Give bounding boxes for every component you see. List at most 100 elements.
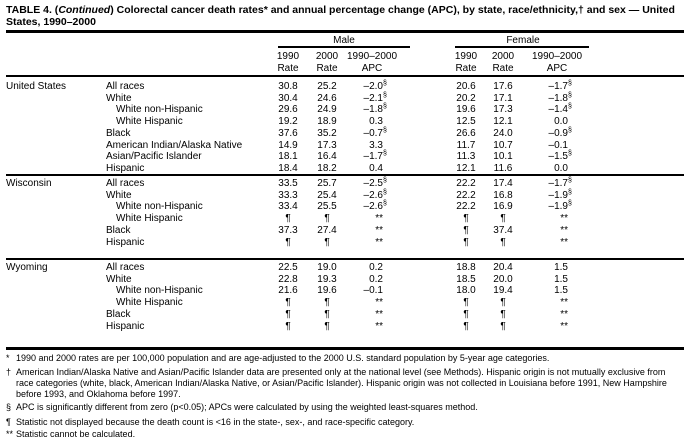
apc-value: 1.5 — [554, 285, 568, 296]
race-label: Hispanic — [106, 321, 145, 332]
race-label: White Hispanic — [116, 213, 183, 224]
apc-value: ** — [560, 297, 568, 308]
column-header-year: 1990 — [454, 51, 478, 62]
female-1990-rate: ¶ — [463, 225, 469, 236]
apc-value: 0.0 — [554, 116, 568, 127]
title-continued: Continued — [58, 4, 111, 16]
state-name: Wisconsin — [6, 178, 52, 189]
state-name: Wyoming — [6, 262, 48, 273]
female-1990-rate: 20.2 — [456, 93, 476, 104]
column-header-year: 2000 — [491, 51, 515, 62]
race-label: All races — [106, 81, 145, 92]
male-2000-rate: 27.4 — [317, 225, 337, 236]
male-1990-rate: 18.4 — [278, 163, 298, 174]
female-2000-rate: 19.4 — [493, 285, 513, 296]
female-2000-rate: 17.4 — [493, 178, 513, 189]
table-title: TABLE 4. (Continued) Colorectal cancer d… — [6, 4, 686, 28]
female-1990-rate: ¶ — [463, 213, 469, 224]
state-name: United States — [6, 81, 67, 92]
footnote: ¶ Statistic not displayed because the dea… — [6, 417, 682, 428]
column-header-year: 1990–2000 — [531, 51, 583, 62]
column-header-unit: APC — [546, 63, 568, 74]
column-header-year: 1990 — [276, 51, 300, 62]
female-1990-rate: 18.0 — [456, 285, 476, 296]
apc-value: –2.1 — [363, 93, 383, 104]
column-header-year: 2000 — [315, 51, 339, 62]
male-1990-rate: 21.6 — [278, 285, 298, 296]
title-text: ) Colorectal cancer death rates* and ann… — [6, 4, 675, 28]
column-header-unit: Rate — [316, 63, 338, 74]
apc-value: ** — [375, 213, 383, 224]
male-1990-rate: 37.3 — [278, 225, 298, 236]
male-1990-rate: 37.6 — [278, 128, 298, 139]
apc-value: –1.7 — [548, 81, 568, 92]
apc-value: –1.8 — [548, 93, 568, 104]
male-1990-rate: ¶ — [285, 309, 291, 320]
male-2000-rate: 16.4 — [317, 151, 337, 162]
footnote-mark: * — [6, 353, 10, 363]
footnote: † American Indian/Alaska Native and Asian… — [6, 367, 682, 400]
female-2000-rate: ¶ — [500, 297, 506, 308]
male-1990-rate: 18.1 — [278, 151, 298, 162]
race-label: All races — [106, 178, 145, 189]
male-2000-rate: 18.2 — [317, 163, 337, 174]
apc-value: –1.5 — [548, 151, 568, 162]
race-label: White non-Hispanic — [116, 285, 203, 296]
male-2000-rate: 19.3 — [317, 274, 337, 285]
apc-value: ** — [560, 237, 568, 248]
male-1990-rate: 33.5 — [278, 178, 298, 189]
male-2000-rate: 19.0 — [317, 262, 337, 273]
male-1990-rate: 33.4 — [278, 201, 298, 212]
male-2000-rate: ¶ — [324, 213, 330, 224]
apc-value: –1.7 — [548, 178, 568, 189]
female-1990-rate: 18.8 — [456, 262, 476, 273]
female-2000-rate: 20.0 — [493, 274, 513, 285]
title-prefix: TABLE 4. ( — [6, 4, 59, 16]
male-1990-rate: ¶ — [285, 297, 291, 308]
apc-value: –2.5 — [363, 178, 383, 189]
female-2000-rate: 20.4 — [493, 262, 513, 273]
race-label: White — [106, 93, 132, 104]
section-rule — [6, 258, 684, 260]
female-1990-rate: 18.5 — [456, 274, 476, 285]
race-label: All races — [106, 262, 145, 273]
column-header-unit: Rate — [277, 63, 299, 74]
female-1990-rate: ¶ — [463, 321, 469, 332]
female-2000-rate: 16.8 — [493, 190, 513, 201]
female-1990-rate: 12.1 — [456, 163, 476, 174]
apc-value: 0.4 — [369, 163, 383, 174]
female-2000-rate: 11.6 — [493, 163, 513, 174]
male-header: Male — [333, 35, 355, 46]
male-2000-rate: ¶ — [324, 309, 330, 320]
male-1990-rate: ¶ — [285, 237, 291, 248]
female-1990-rate: 12.5 — [456, 116, 476, 127]
apc-value: 1.5 — [554, 274, 568, 285]
apc-value: 0.2 — [369, 274, 383, 285]
female-underline — [455, 46, 589, 48]
apc-value: ** — [560, 309, 568, 320]
male-1990-rate: 14.9 — [278, 140, 298, 151]
apc-value: ** — [560, 213, 568, 224]
male-1990-rate: 30.4 — [278, 93, 298, 104]
footnote-text: American Indian/Alaska Native and Asian/… — [16, 367, 667, 399]
race-label: White — [106, 274, 132, 285]
female-1990-rate: ¶ — [463, 237, 469, 248]
apc-value: –2.6 — [363, 190, 383, 201]
male-2000-rate: 19.6 — [317, 285, 337, 296]
female-2000-rate: 16.9 — [493, 201, 513, 212]
male-2000-rate: ¶ — [324, 297, 330, 308]
female-2000-rate: ¶ — [500, 309, 506, 320]
apc-value: –0.7 — [363, 128, 383, 139]
male-2000-rate: 24.9 — [317, 104, 337, 115]
male-1990-rate: ¶ — [285, 321, 291, 332]
apc-value: ** — [375, 321, 383, 332]
female-2000-rate: 24.0 — [493, 128, 513, 139]
apc-value: –1.8 — [363, 104, 383, 115]
female-1990-rate: 11.7 — [456, 140, 476, 151]
female-1990-rate: ¶ — [463, 309, 469, 320]
footnote-mark: § — [6, 402, 12, 412]
race-label: White Hispanic — [116, 116, 183, 127]
male-2000-rate: 24.6 — [317, 93, 337, 104]
apc-value: –1.9 — [548, 201, 568, 212]
